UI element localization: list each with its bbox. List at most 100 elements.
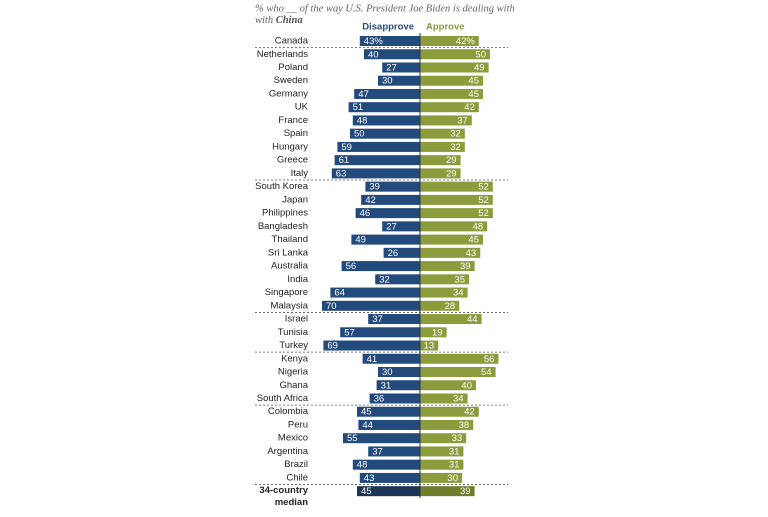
- value-label: 48: [357, 115, 368, 126]
- value-label: 50: [475, 49, 486, 60]
- value-label: 34: [453, 288, 464, 299]
- bar: [420, 49, 490, 60]
- bar: [368, 446, 420, 457]
- category-label: Ghana: [279, 380, 308, 391]
- bar: [420, 446, 464, 457]
- bar: [351, 234, 420, 245]
- bar: [359, 36, 420, 46]
- bar: [420, 274, 469, 285]
- chart-title-emphasis: with China: [255, 15, 303, 26]
- value-label: 40: [461, 380, 472, 391]
- bar: [420, 261, 475, 272]
- bar: [420, 102, 479, 113]
- bar: [420, 486, 475, 497]
- bar: [355, 208, 420, 219]
- bar: [376, 380, 420, 391]
- value-label: 48: [357, 460, 368, 471]
- value-label: 47: [358, 89, 369, 100]
- bar: [420, 433, 467, 444]
- value-label: 29: [446, 155, 457, 166]
- value-label: 30: [382, 367, 393, 378]
- category-label: South Africa: [257, 393, 309, 404]
- category-label: Peru: [288, 419, 308, 430]
- bar: [369, 393, 420, 404]
- bar: [420, 353, 499, 364]
- bar: [420, 419, 474, 430]
- value-label: 48: [473, 221, 484, 232]
- bar: [420, 181, 493, 192]
- value-label: 44: [362, 420, 373, 431]
- value-label: 51: [353, 102, 364, 113]
- bar: [331, 168, 420, 179]
- value-label: 56: [346, 261, 357, 272]
- value-label: 61: [339, 155, 350, 166]
- value-label: 52: [478, 195, 489, 206]
- value-label: 55: [347, 433, 358, 444]
- bar: [420, 314, 482, 325]
- value-label: 43: [364, 473, 375, 484]
- bar: [420, 247, 481, 258]
- value-label: 50: [354, 129, 365, 140]
- value-label: 34: [453, 393, 464, 404]
- category-label: Chile: [286, 472, 308, 483]
- title-emphasis: China: [276, 15, 303, 26]
- category-label: Poland: [278, 62, 308, 73]
- category-label: Tunisia: [278, 327, 309, 338]
- value-label: 13: [424, 341, 435, 352]
- bar: [368, 314, 420, 325]
- bar: [323, 340, 420, 351]
- category-label: Bangladesh: [258, 221, 308, 232]
- bar: [362, 353, 420, 364]
- value-label: 27: [386, 221, 397, 232]
- value-label: 35: [454, 274, 465, 285]
- bar: [330, 287, 420, 298]
- value-label: 41: [367, 354, 378, 365]
- bar: [420, 128, 465, 139]
- value-label: 42%: [456, 36, 476, 47]
- bar: [420, 380, 476, 391]
- bar: [420, 75, 483, 86]
- median-label-line: median: [275, 497, 308, 508]
- category-label: UK: [295, 102, 309, 113]
- category-label: Japan: [282, 194, 308, 205]
- value-label: 43%: [364, 36, 384, 47]
- category-label: Netherlands: [257, 49, 308, 60]
- category-label: South Korea: [255, 181, 309, 192]
- bar: [420, 88, 483, 99]
- category-label: France: [278, 115, 308, 126]
- legend-label: Disapprove: [362, 22, 414, 33]
- bar: [354, 88, 420, 99]
- value-label: 40: [368, 49, 379, 60]
- value-label: 32: [379, 274, 390, 285]
- bar: [420, 155, 461, 166]
- category-label: Canada: [275, 36, 309, 47]
- value-label: 59: [341, 142, 352, 153]
- bar: [375, 274, 420, 285]
- category-label: Hungary: [272, 141, 308, 152]
- value-label: 43: [466, 248, 477, 259]
- value-label: 31: [449, 460, 460, 471]
- value-label: 32: [450, 142, 461, 153]
- bar: [358, 419, 420, 430]
- value-label: 39: [369, 182, 380, 193]
- value-label: 64: [334, 288, 345, 299]
- bar: [357, 486, 420, 497]
- legend-label: Approve: [426, 22, 465, 33]
- value-label: 29: [446, 168, 457, 179]
- bar: [420, 472, 462, 483]
- value-label: 37: [457, 115, 468, 126]
- category-label: Thailand: [272, 234, 308, 245]
- value-label: 28: [445, 301, 456, 312]
- category-label: Spain: [284, 128, 308, 139]
- value-label: 31: [449, 446, 460, 457]
- bar: [343, 433, 420, 444]
- bar: [337, 141, 420, 152]
- category-label: Italy: [291, 168, 309, 179]
- value-label: 42: [464, 102, 475, 113]
- bar: [420, 221, 488, 232]
- bar: [420, 367, 496, 377]
- value-label: 30: [447, 473, 458, 484]
- value-label: 45: [361, 407, 372, 418]
- bar: [378, 75, 420, 86]
